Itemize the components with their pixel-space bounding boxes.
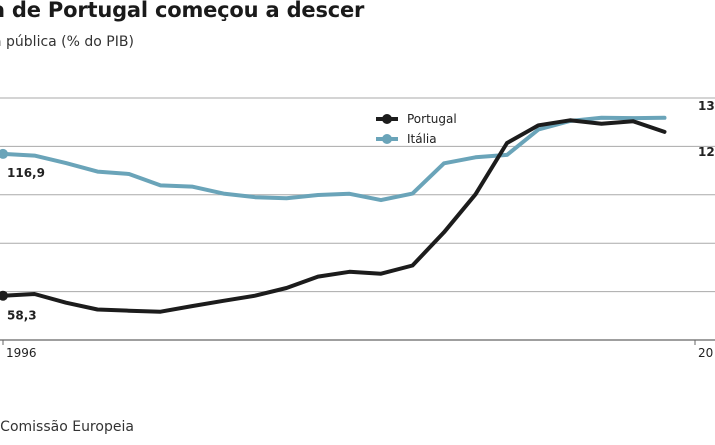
- legend-swatch-marker: [382, 134, 392, 144]
- end-value-label: 130: [698, 99, 715, 113]
- chart-title: da de Portugal começou a descer: [0, 0, 365, 22]
- chart-subtitle: a pública (% do PIB): [0, 34, 134, 50]
- start-point-marker: [0, 148, 8, 159]
- legend-swatch-marker: [382, 114, 392, 124]
- series-line-portugal: [1, 118, 667, 314]
- x-tick-label: 1996: [6, 346, 37, 360]
- start-point-marker: [0, 290, 8, 301]
- series-lines: [0, 115, 667, 314]
- source-note: : Comissão Europeia: [0, 419, 134, 435]
- start-value-label: 116,9: [7, 166, 45, 180]
- x-tick-label: 20: [698, 346, 713, 360]
- legend-label: Itália: [407, 132, 437, 146]
- series-line-itlia: [1, 115, 667, 203]
- x-axis-ticks: 1996 20: [2, 340, 713, 360]
- legend: Portugal Itália: [376, 112, 457, 146]
- gridlines: [0, 97, 715, 341]
- data-labels: 58,3 124 116,9 130: [7, 99, 715, 323]
- start-value-label: 58,3: [7, 309, 37, 323]
- legend-label: Portugal: [407, 112, 457, 126]
- end-value-label: 124: [698, 145, 715, 159]
